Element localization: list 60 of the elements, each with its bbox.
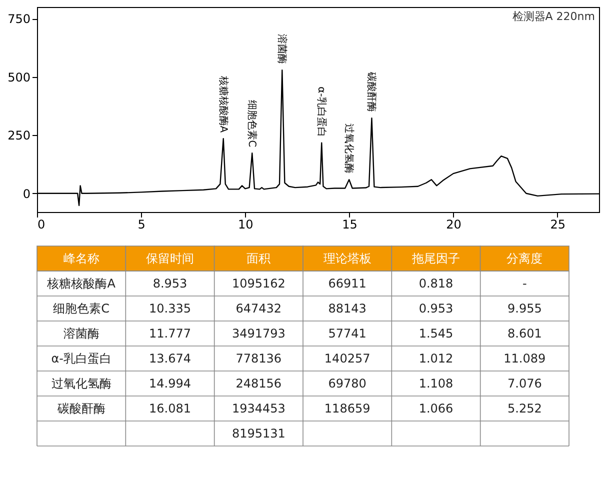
text: 13.674 bbox=[149, 352, 191, 366]
text: 1.012 bbox=[418, 352, 454, 366]
text: 16.081 bbox=[149, 402, 191, 416]
text: 3491793 bbox=[232, 326, 286, 340]
y-tick-label: 750 bbox=[8, 12, 30, 26]
text: 1.066 bbox=[418, 402, 454, 416]
annotation: 检测器A 220nm bbox=[512, 10, 595, 23]
text: 0.953 bbox=[418, 302, 454, 316]
text: 10.335 bbox=[149, 302, 191, 316]
y-tick-label: 0 bbox=[22, 186, 30, 201]
text: 5.252 bbox=[507, 402, 542, 416]
annotation: 过氧化氢酶 bbox=[343, 124, 356, 174]
x-tick-label: 5 bbox=[138, 218, 146, 232]
category-label: 细胞色素C bbox=[53, 302, 110, 316]
category-label: 面积 bbox=[246, 252, 271, 266]
text: 647432 bbox=[236, 302, 282, 316]
category-label: 核糖核酸酶A bbox=[47, 276, 116, 290]
category-label: 保留时间 bbox=[146, 252, 194, 266]
annotation: 溶菌酶 bbox=[276, 34, 288, 64]
category-label: 过氧化氢酶 bbox=[51, 376, 112, 390]
annotation: 碳酸酐酶 bbox=[366, 71, 378, 112]
text: 14.994 bbox=[149, 376, 191, 390]
text: 1.545 bbox=[418, 326, 454, 340]
category-label: 分离度 bbox=[506, 252, 543, 266]
text: 11.089 bbox=[504, 352, 546, 366]
text: 1934453 bbox=[232, 402, 286, 416]
x-tick-label: 0 bbox=[38, 218, 46, 232]
annotation: 核糖核酸酶A bbox=[217, 74, 230, 133]
text: 66911 bbox=[328, 276, 366, 290]
category-label: 溶菌酶 bbox=[63, 326, 100, 340]
x-tick-label: 25 bbox=[550, 218, 566, 232]
text: 140257 bbox=[324, 352, 370, 366]
text: 1.108 bbox=[418, 376, 454, 390]
text: 118659 bbox=[324, 402, 370, 416]
category-label: 碳酸酐酶 bbox=[57, 402, 106, 416]
text: 248156 bbox=[236, 376, 282, 390]
annotation: α-乳白蛋白 bbox=[316, 86, 328, 137]
text: 8.601 bbox=[507, 326, 542, 340]
text: 1095162 bbox=[232, 276, 286, 290]
annotation: 细胞色素C bbox=[246, 100, 258, 148]
y-tick-label: 500 bbox=[8, 70, 30, 84]
category-label: 峰名称 bbox=[63, 252, 100, 266]
text: 57741 bbox=[328, 326, 366, 340]
text: 7.076 bbox=[507, 376, 542, 390]
y-tick-label: 250 bbox=[8, 128, 30, 143]
x-tick-label: 15 bbox=[342, 218, 358, 232]
text: 8195131 bbox=[232, 426, 286, 440]
text: 11.777 bbox=[149, 326, 191, 340]
text: 9.955 bbox=[507, 302, 542, 316]
text: - bbox=[522, 276, 527, 290]
text: 0.818 bbox=[418, 276, 454, 290]
category-label: 拖尾因子 bbox=[411, 252, 460, 266]
x-tick-label: 20 bbox=[446, 218, 462, 232]
text: 778136 bbox=[236, 352, 282, 366]
text: 8.953 bbox=[152, 276, 188, 290]
x-tick-label: 10 bbox=[238, 218, 254, 232]
text: 88143 bbox=[328, 302, 366, 316]
category-label: α-乳白蛋白 bbox=[51, 352, 112, 366]
category-label: 理论塔板 bbox=[323, 252, 372, 266]
text: 69780 bbox=[328, 376, 366, 390]
